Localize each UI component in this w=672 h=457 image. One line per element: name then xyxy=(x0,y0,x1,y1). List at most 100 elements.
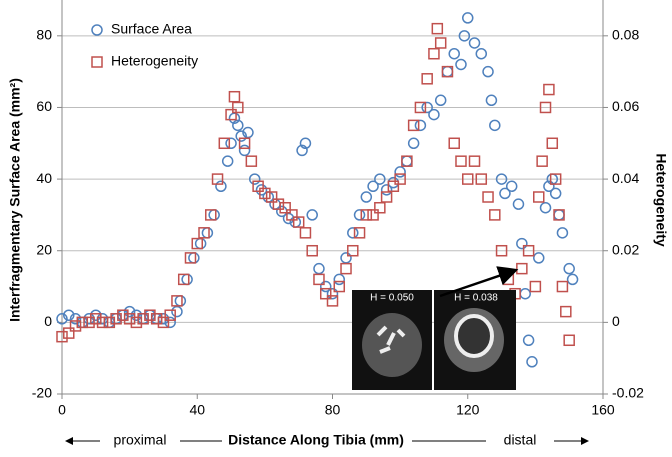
point xyxy=(533,191,545,203)
point xyxy=(347,227,359,239)
point xyxy=(177,273,190,286)
point xyxy=(123,305,136,318)
point xyxy=(174,295,187,307)
point xyxy=(245,155,258,167)
y-tick-label: 80 xyxy=(36,27,52,43)
point xyxy=(130,316,143,329)
point xyxy=(299,137,312,150)
x-tick-label: 80 xyxy=(325,402,341,418)
inset-label: H = 0.050 xyxy=(370,293,414,304)
x-tick-label: 0 xyxy=(58,402,66,418)
point xyxy=(563,262,575,275)
point xyxy=(553,209,565,221)
point xyxy=(198,227,210,239)
point xyxy=(157,316,170,329)
point xyxy=(259,187,271,200)
point xyxy=(56,313,68,325)
point xyxy=(164,309,176,321)
point xyxy=(462,12,474,24)
point xyxy=(374,201,386,214)
ct-slice xyxy=(362,313,422,377)
point xyxy=(458,30,471,42)
point xyxy=(279,201,291,214)
point xyxy=(455,58,467,71)
point xyxy=(421,73,433,85)
y2-axis-label: Heterogeneity xyxy=(653,153,669,247)
y-tick-label: 20 xyxy=(36,241,52,257)
point xyxy=(475,47,488,60)
point xyxy=(468,155,481,167)
point xyxy=(137,313,149,325)
annotation: proximal xyxy=(114,432,167,448)
point xyxy=(543,83,555,96)
point xyxy=(326,295,339,307)
point xyxy=(83,316,95,329)
point xyxy=(428,47,440,60)
point xyxy=(265,191,278,203)
inset-arrow xyxy=(439,266,519,298)
point xyxy=(516,237,528,250)
y2-tick-label: 0 xyxy=(612,313,620,329)
legend-label: Surface Area xyxy=(111,21,192,37)
point xyxy=(333,273,346,286)
point xyxy=(441,65,454,78)
point xyxy=(255,184,268,196)
point xyxy=(414,119,427,132)
point xyxy=(522,334,535,347)
legend-marker xyxy=(91,56,103,68)
point xyxy=(556,227,569,239)
point xyxy=(69,320,82,332)
point xyxy=(519,287,531,300)
point xyxy=(543,180,555,193)
y2-tick-label: 0.06 xyxy=(612,98,639,114)
point xyxy=(103,316,116,329)
point xyxy=(482,65,494,78)
inset-label: H = 0.038 xyxy=(454,293,498,304)
point xyxy=(428,108,440,121)
point xyxy=(522,244,535,257)
y2-tick-label: 0.04 xyxy=(612,170,639,186)
point xyxy=(407,137,420,150)
x-tick-label: 120 xyxy=(456,402,480,418)
x-axis-label: Distance Along Tibia (mm) xyxy=(228,432,404,448)
point xyxy=(475,173,488,185)
point xyxy=(529,280,542,293)
point xyxy=(380,184,393,196)
point xyxy=(353,227,366,239)
point xyxy=(485,94,498,107)
point xyxy=(495,173,508,185)
point xyxy=(394,166,406,178)
point xyxy=(434,37,447,49)
point xyxy=(421,101,433,114)
point xyxy=(144,309,156,321)
point xyxy=(556,280,569,293)
point xyxy=(431,22,444,35)
point xyxy=(394,173,406,185)
point xyxy=(299,227,312,239)
point xyxy=(407,119,420,132)
point xyxy=(96,316,109,329)
point xyxy=(201,227,214,239)
point xyxy=(117,309,129,321)
x-tick-label: 40 xyxy=(189,402,205,418)
point xyxy=(188,252,200,264)
point xyxy=(448,47,460,60)
point xyxy=(482,191,494,203)
point xyxy=(211,173,224,185)
point xyxy=(434,94,447,107)
point xyxy=(225,137,237,150)
point xyxy=(221,155,234,167)
point xyxy=(306,209,318,221)
plot-area: -20 0 20 40 60 80 -0.02 0 0.02 0.04 0.06 0.08 0 40 80 1… xyxy=(32,0,644,418)
point xyxy=(380,191,393,203)
point xyxy=(292,216,305,228)
y-axis-label: Interfragmentary Surface Area (mm²) xyxy=(7,78,23,322)
point xyxy=(374,173,386,185)
point xyxy=(130,309,143,321)
point xyxy=(150,313,163,325)
point xyxy=(238,144,251,157)
point xyxy=(218,137,231,150)
point xyxy=(499,187,511,200)
point xyxy=(215,180,227,193)
ct-fragments xyxy=(376,325,406,354)
